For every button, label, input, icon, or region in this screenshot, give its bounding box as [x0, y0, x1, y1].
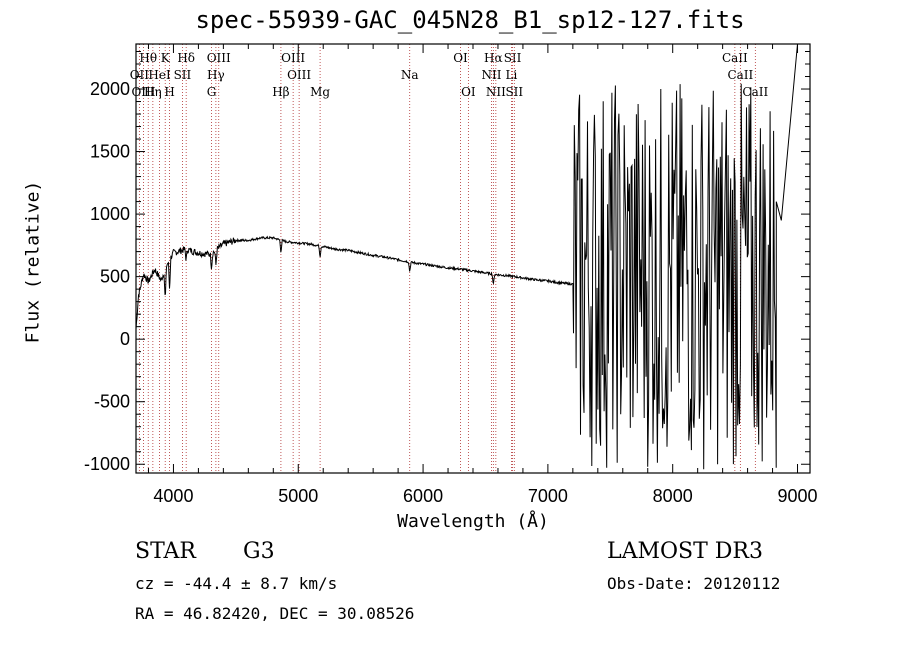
object-class: STAR — [135, 539, 196, 564]
y-tick-label-0: -1000 — [84, 454, 130, 474]
axis-ticks: 4000 5000 6000 7000 8000 9000 -1000 -500 0 500 100… — [84, 44, 818, 506]
line-label-20: H — [164, 85, 174, 99]
line-label-16: Li — [506, 68, 518, 82]
spectrum-line — [135, 43, 798, 470]
line-label-21: G — [207, 85, 217, 99]
redshift-value: cz = -44.4 ± 8.7 km/s — [135, 574, 338, 593]
x-tick-label-1: 5000 — [278, 486, 318, 506]
line-label-11: SII — [174, 68, 192, 82]
x-tick-label-2: 6000 — [403, 486, 443, 506]
y-tick-label-3: 500 — [100, 267, 130, 287]
spectrum-trace — [135, 43, 798, 470]
line-label-9: OII — [130, 68, 150, 82]
x-tick-label-0: 4000 — [153, 486, 193, 506]
line-label-1: K — [161, 51, 171, 65]
line-label-10: HeI — [148, 68, 171, 82]
survey-name: LAMOST DR3 — [607, 539, 763, 564]
line-label-17: CaII — [727, 68, 753, 82]
line-label-0: Hθ — [139, 51, 157, 65]
y-tick-label-4: 1000 — [90, 204, 130, 224]
line-label-23: Mg — [310, 85, 330, 99]
x-axis-label: Wavelength (Å) — [397, 511, 549, 532]
y-tick-label-5: 1500 — [90, 142, 130, 162]
obs-date: Obs-Date: 20120112 — [607, 574, 781, 593]
y-tick-label-2: 0 — [120, 329, 130, 349]
line-label-3: OIII — [207, 51, 231, 65]
y-tick-label-1: -500 — [94, 392, 130, 412]
line-label-26: SII — [505, 85, 523, 99]
y-tick-label-6: 2000 — [90, 79, 130, 99]
x-tick-label-5: 9000 — [777, 486, 817, 506]
line-label-15: NII — [481, 68, 501, 82]
line-label-27: CaII — [742, 85, 768, 99]
x-tick-label-4: 8000 — [653, 486, 693, 506]
line-label-13: OIII — [287, 68, 311, 82]
line-label-5: OI — [453, 51, 468, 65]
line-label-2: Hδ — [177, 51, 195, 65]
chart-title: spec-55939-GAC_045N28_B1_sp12-127.fits — [195, 6, 745, 34]
object-subclass: G3 — [243, 539, 275, 564]
line-label-22: Hβ — [272, 85, 289, 99]
line-label-24: OI — [461, 85, 476, 99]
coordinates: RA = 46.82420, DEC = 30.08526 — [135, 604, 415, 623]
line-label-25: NII — [486, 85, 506, 99]
line-label-14: Na — [401, 68, 419, 82]
line-label-7: SII — [504, 51, 522, 65]
line-label-8: CaII — [722, 51, 748, 65]
line-label-12: Hγ — [207, 68, 225, 82]
line-label-18: OIII — [131, 85, 155, 99]
line-label-19: Hη — [144, 85, 162, 99]
line-label-6: Hα — [484, 51, 503, 65]
line-label-4: OIII — [281, 51, 305, 65]
x-tick-label-3: 7000 — [528, 486, 568, 506]
